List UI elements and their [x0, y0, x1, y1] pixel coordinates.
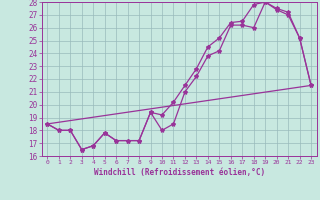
X-axis label: Windchill (Refroidissement éolien,°C): Windchill (Refroidissement éolien,°C) [94, 168, 265, 177]
